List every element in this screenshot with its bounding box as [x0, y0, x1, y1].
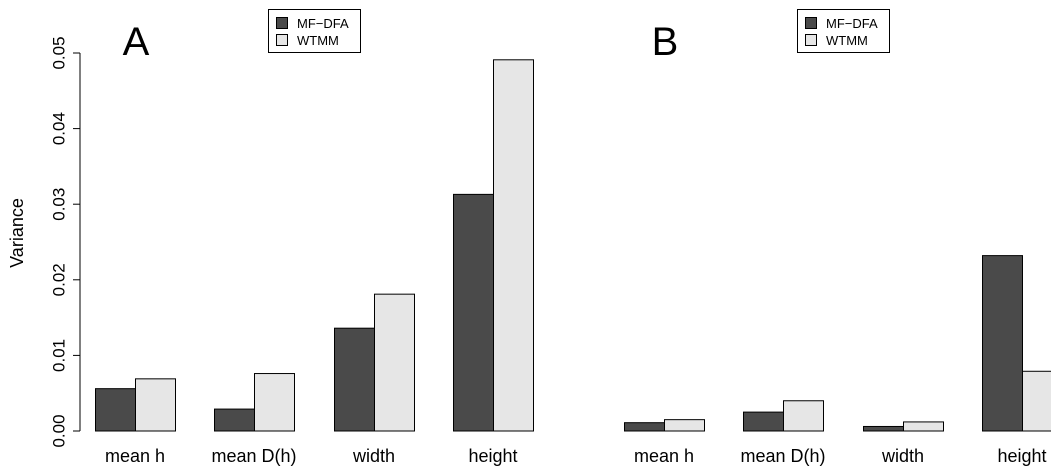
legend-label-b-mfdfa: MF−DFA [826, 16, 878, 31]
y-tick-label-6: 0.05 [49, 36, 68, 69]
bar-a-mfdfa-3 [334, 327, 375, 432]
legend-swatch-b-wtmm [805, 34, 817, 46]
category-label-b-1: mean h [634, 446, 694, 466]
bar-a-mfdfa-1 [95, 388, 136, 432]
legend-swatch-b-mfdfa [805, 17, 817, 29]
bar-a-wtmm-4 [493, 59, 534, 432]
legend-label-a-wtmm: WTMM [297, 33, 339, 48]
bar-a-wtmm-1 [135, 378, 176, 432]
category-label-a-4: height [468, 446, 517, 466]
category-label-b-2: mean D(h) [740, 446, 825, 466]
category-label-a-3: width [352, 446, 395, 466]
legend-swatch-a-wtmm [276, 34, 288, 46]
bar-a-wtmm-3 [374, 293, 415, 432]
category-label-b-4: height [997, 446, 1046, 466]
category-label-a-1: mean h [105, 446, 165, 466]
y-tick-label-2: 0.01 [49, 339, 68, 372]
bar-b-wtmm-1 [664, 419, 705, 432]
bar-b-mfdfa-1 [624, 422, 665, 432]
panel-label-b: B [652, 20, 679, 64]
y-tick-label-4: 0.03 [49, 188, 68, 221]
bar-b-wtmm-4 [1022, 370, 1051, 432]
y-tick-label-3: 0.02 [49, 263, 68, 296]
legend-label-b-wtmm: WTMM [826, 33, 868, 48]
bar-a-wtmm-2 [254, 373, 295, 432]
legend-swatch-a-mfdfa [276, 17, 288, 29]
bar-b-mfdfa-4 [982, 255, 1023, 432]
bar-b-wtmm-3 [903, 421, 944, 432]
bar-a-mfdfa-2 [214, 408, 255, 432]
y-tick-label-5: 0.04 [49, 112, 68, 145]
legend-label-a-mfdfa: MF−DFA [297, 16, 349, 31]
category-label-b-3: width [881, 446, 924, 466]
panel-label-a: A [123, 20, 150, 64]
bar-b-wtmm-2 [783, 400, 824, 432]
category-label-a-2: mean D(h) [211, 446, 296, 466]
y-tick-label-1: 0.00 [49, 414, 68, 447]
bar-a-mfdfa-4 [453, 193, 494, 432]
bar-b-mfdfa-2 [743, 411, 784, 432]
bar-b-mfdfa-3 [863, 425, 904, 432]
y-axis-label: Variance [7, 198, 27, 268]
